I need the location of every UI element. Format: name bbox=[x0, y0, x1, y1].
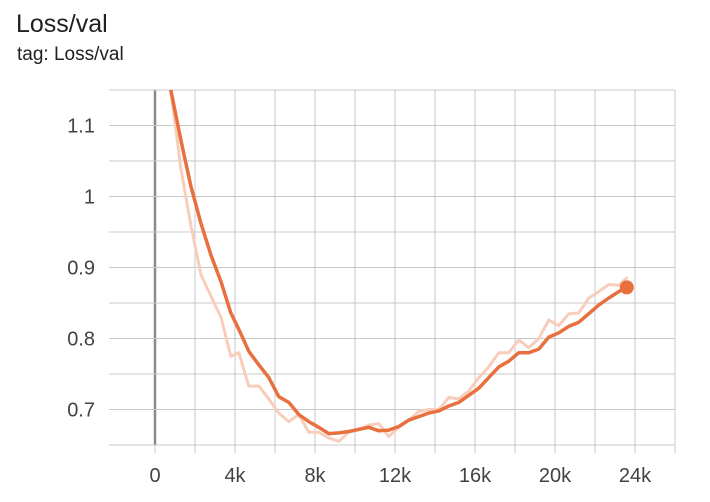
last-point-marker[interactable] bbox=[619, 280, 634, 295]
x-tick-label: 24k bbox=[619, 465, 652, 487]
smoothed-series-line bbox=[169, 90, 629, 436]
series-layer bbox=[169, 90, 629, 443]
y-tick-label: 1.1 bbox=[67, 116, 95, 138]
x-tick-label: 20k bbox=[539, 465, 572, 487]
x-tick-label: 4k bbox=[224, 465, 246, 487]
grid bbox=[109, 89, 676, 446]
x-tick-label: 8k bbox=[304, 465, 326, 487]
y-tick-label: 0.8 bbox=[67, 329, 95, 351]
raw-series-line bbox=[169, 90, 629, 443]
chart-title: Loss/val bbox=[16, 10, 108, 38]
x-axis: 0 4k 8k 12k 16k 20k 24k bbox=[149, 445, 676, 487]
y-axis: 0.7 0.8 0.9 1 1.1 bbox=[67, 116, 95, 422]
y-tick-label: 0.9 bbox=[67, 258, 95, 280]
x-tick-label: 0 bbox=[149, 465, 160, 487]
y-tick-label: 0.7 bbox=[67, 400, 95, 422]
x-tick-label: 16k bbox=[459, 465, 492, 487]
y-tick-label: 1 bbox=[84, 187, 95, 209]
x-tick-label: 12k bbox=[379, 465, 412, 487]
chart-tag: tag: Loss/val bbox=[17, 44, 124, 65]
